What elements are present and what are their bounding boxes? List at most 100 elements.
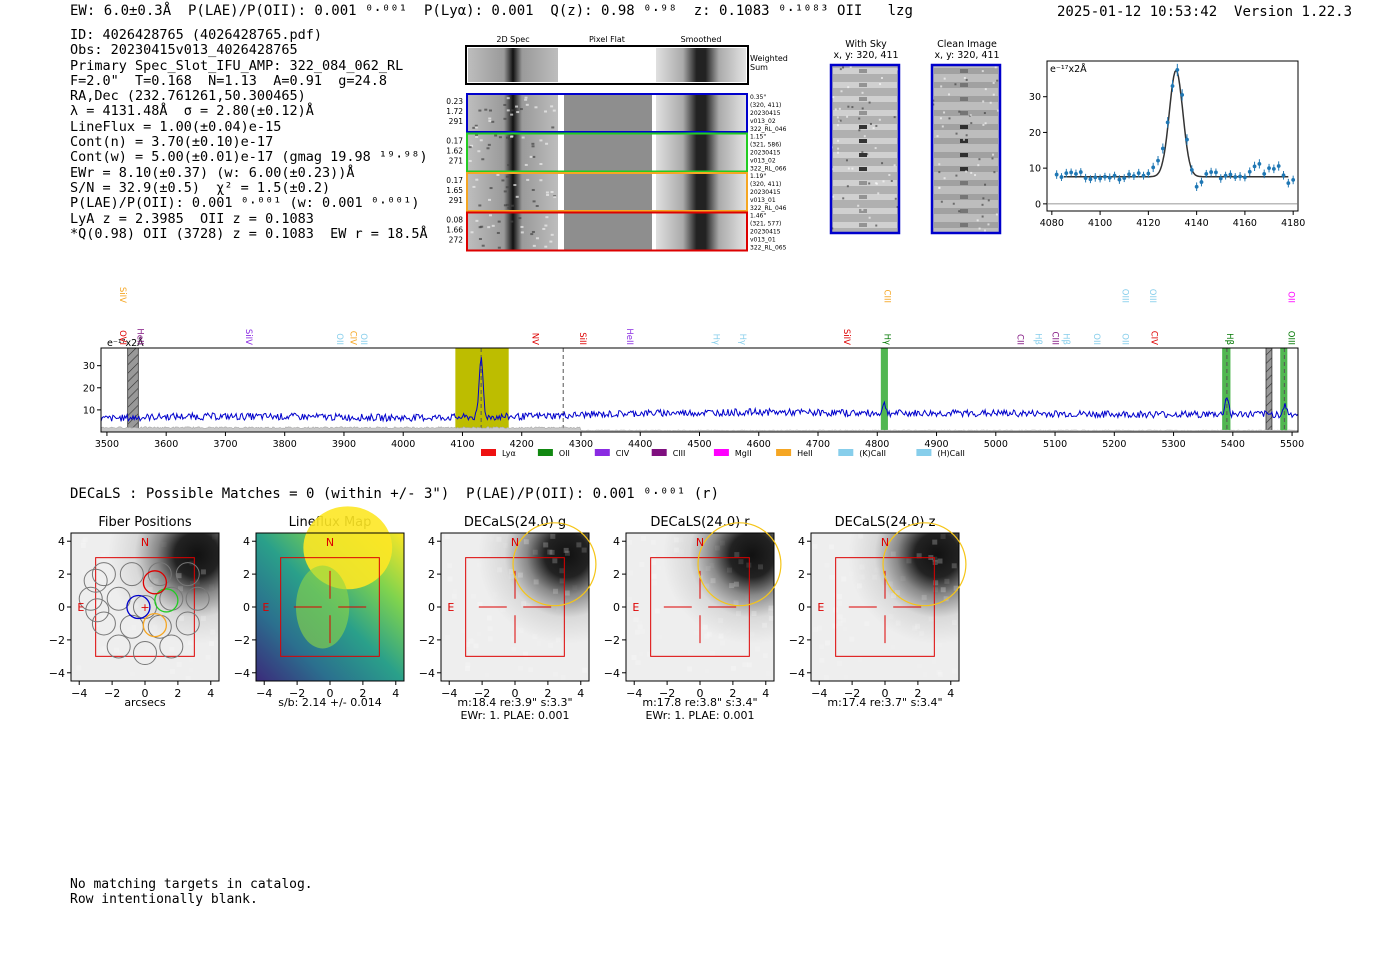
imaging-pixel-noise — [82, 537, 88, 543]
imaging-pixel-noise — [859, 564, 865, 570]
imaging-pixel-noise — [936, 669, 942, 675]
imaging-pixel-noise — [145, 574, 151, 580]
imaging-ytick-label: 4 — [798, 535, 805, 548]
imaging-pixel-noise — [94, 621, 100, 627]
cutout-noise — [549, 240, 553, 243]
fit-data-point — [1088, 177, 1093, 182]
info-line: P(LAE)/P(OII): 0.001 ⁰·⁰⁰¹ (w: 0.001 ⁰·⁰… — [70, 195, 420, 212]
fit-data-point — [1064, 171, 1069, 176]
sky-noise — [977, 164, 980, 167]
cutout-noise — [535, 205, 539, 208]
cutout-noise — [524, 163, 528, 166]
sky-noise — [832, 195, 835, 198]
cutout-noise — [534, 106, 538, 109]
imaging-pixel-noise — [857, 656, 863, 662]
cutout-smoothed — [656, 173, 746, 211]
sky-noise — [832, 96, 835, 99]
imaging-pixel-noise — [837, 614, 843, 620]
sky-noise — [878, 118, 881, 121]
sky-source-blob — [859, 69, 867, 73]
imaging-pixel-noise — [952, 668, 958, 674]
imaging-ytick-label: 0 — [243, 601, 250, 614]
imaging-pixel-noise — [556, 606, 562, 612]
imaging-pixel-noise — [447, 576, 453, 582]
sky-noise — [938, 163, 941, 166]
cutout-noise — [544, 245, 548, 248]
legend-swatch — [838, 449, 854, 456]
imaging-pixel-noise — [704, 668, 710, 674]
spectrum-line-marker: Hγ — [711, 334, 721, 345]
imaging-ytick-label: 0 — [613, 601, 620, 614]
sky-source-blob — [859, 125, 867, 129]
imaging-pixel-noise — [932, 587, 938, 593]
imaging-xtick-label: 4 — [577, 687, 584, 700]
imaging-pixel-noise — [523, 651, 529, 657]
imaging-pixel-noise — [137, 618, 143, 624]
imaging-pixel-noise — [627, 596, 633, 602]
imaging-pixel-noise — [80, 539, 86, 545]
sky-fiber-row — [833, 194, 897, 200]
fit-data-point — [1160, 146, 1165, 151]
cutout-right-label: 322_RL_066 — [750, 166, 787, 173]
cutout-noise — [505, 136, 509, 139]
imaging-pixel-noise — [477, 545, 482, 550]
imaging-pixel-noise — [734, 552, 740, 558]
fiber-circle — [185, 586, 210, 611]
spectrum-line-marker: CIII — [881, 290, 891, 303]
imaging-xtick-label: −2 — [289, 687, 305, 700]
sky-noise — [982, 100, 985, 103]
imaging-ytick-label: 4 — [613, 535, 620, 548]
sky-frame — [829, 63, 901, 235]
imaging-pixel-noise — [922, 671, 928, 677]
imaging-pixel-noise — [726, 628, 732, 634]
imaging-pixel-noise — [890, 644, 896, 650]
imaging-pixel-noise — [872, 574, 878, 580]
cutout-noise — [542, 227, 546, 230]
imaging-pixel-noise — [549, 549, 555, 555]
sky-noise — [981, 203, 984, 206]
imaging-pixel-noise — [141, 662, 147, 668]
spectrum-line-marker: OIII — [1286, 331, 1296, 345]
sky-noise — [940, 200, 943, 203]
imaging-xtick-label: 2 — [544, 687, 551, 700]
cutout-noise — [545, 142, 549, 145]
sky-noise — [987, 199, 990, 202]
imaging-pixel-noise — [523, 539, 529, 545]
imaging-pixel-noise — [502, 542, 508, 548]
cutout-noise — [491, 224, 495, 227]
imaging-pixel-noise — [209, 584, 214, 589]
aperture-box — [465, 557, 565, 657]
compass-east: E — [77, 601, 84, 614]
sky-source-blob — [859, 167, 867, 171]
spectrum-ytick-label: 20 — [83, 383, 95, 394]
imaging-xtick-label: 4 — [207, 687, 214, 700]
imaging-pixel-noise — [517, 572, 523, 578]
imaging-caption: m:17.8 re:3.8" s:3.4" — [642, 696, 757, 709]
spectrum-axes-bg — [101, 348, 1298, 432]
imaging-pixel-noise — [553, 588, 559, 594]
fit-data-point — [1281, 173, 1286, 178]
imaging-pixel-noise — [704, 633, 710, 639]
imaging-pixel-noise — [209, 641, 215, 647]
fit-data-point — [1069, 170, 1074, 175]
sky-noise — [840, 90, 843, 93]
imaging-pixel-noise — [650, 539, 656, 545]
imaging-pixel-noise — [900, 576, 906, 582]
cutout-left-stat: 271 — [449, 157, 464, 166]
sky-noise — [970, 122, 973, 125]
imaging-pixel-noise — [178, 615, 184, 621]
imaging-pixel-noise — [768, 615, 774, 621]
imaging-pixel-noise — [83, 556, 89, 562]
sky-noise — [943, 111, 946, 114]
sky-fiber-row — [934, 96, 998, 102]
galaxy-ellipse — [882, 522, 967, 607]
sky-noise — [965, 170, 968, 173]
info-line: Cont(w) = 5.00(±0.01)e-17 (gmag 19.98 ¹⁹… — [70, 149, 428, 166]
imaging-pixel-noise — [523, 655, 529, 661]
imaging-pixel-noise — [488, 536, 494, 542]
imaging-pixel-noise — [117, 649, 123, 655]
sky-noise — [984, 88, 987, 91]
imaging-cutout — [811, 533, 959, 681]
cutout-noise — [474, 124, 478, 127]
aperture-box — [650, 557, 750, 657]
